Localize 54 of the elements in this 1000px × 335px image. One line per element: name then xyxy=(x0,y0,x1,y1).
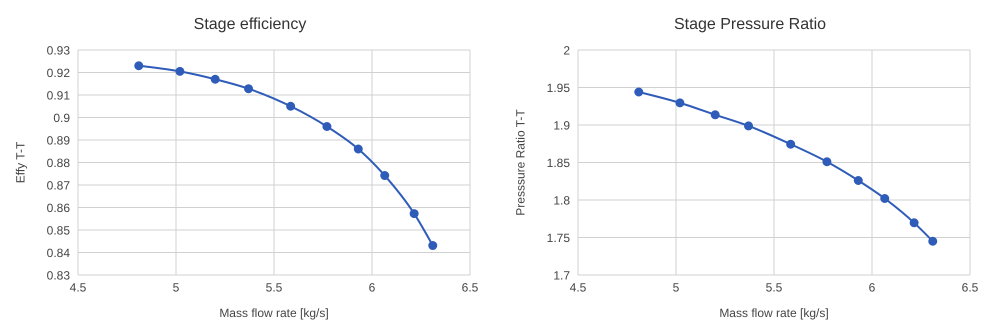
x-tick-label: 6 xyxy=(368,280,376,295)
y-tick-label: 0.92 xyxy=(46,66,70,80)
point xyxy=(134,61,144,70)
y-tick-label: 0.9 xyxy=(53,110,70,125)
x-axis-title: Mass flow rate [kg/s] xyxy=(719,306,829,320)
y-tick-label: 0.87 xyxy=(46,178,70,192)
y-tick-label: 0.93 xyxy=(46,43,70,58)
y-tick-label: 1.8 xyxy=(553,193,570,208)
y-tick-label: 2 xyxy=(563,43,570,58)
x-tick-label: 5 xyxy=(672,280,680,295)
point xyxy=(744,121,754,130)
x-tick-label: 6 xyxy=(868,280,876,295)
x-tick-label: 6.5 xyxy=(462,280,479,295)
y-tick-label: 0.85 xyxy=(46,223,70,238)
y-tick-label: 0.84 xyxy=(46,246,70,260)
y-tick-label: 1.75 xyxy=(546,230,570,245)
point xyxy=(286,102,296,111)
point xyxy=(910,218,919,228)
x-tick-label: 5 xyxy=(172,280,180,295)
point xyxy=(322,122,332,131)
point xyxy=(410,209,419,218)
point xyxy=(380,171,390,180)
point xyxy=(634,88,644,96)
chart-title: Stage efficiency xyxy=(192,15,308,35)
x-tick-label: 5.5 xyxy=(266,280,283,295)
chart-title: Stage Pressure Ratio xyxy=(672,15,828,35)
y-tick-label: 1.85 xyxy=(546,156,570,170)
point xyxy=(928,236,938,246)
x-tick-label: 4.5 xyxy=(70,280,87,295)
point xyxy=(786,140,796,149)
x-tick-label: 4.5 xyxy=(570,280,587,295)
y-axis-title: Effy T-T xyxy=(13,141,28,184)
point xyxy=(354,144,363,154)
point xyxy=(880,194,890,203)
x-tick-label: 6.5 xyxy=(962,280,979,295)
y-tick-label: 1.9 xyxy=(553,118,570,132)
point xyxy=(175,66,184,76)
y-tick-label: 0.89 xyxy=(46,133,70,148)
y-tick-label: 0.91 xyxy=(46,88,70,102)
point xyxy=(244,84,254,94)
point xyxy=(710,110,720,120)
point xyxy=(210,74,220,84)
x-tick-label: 5.5 xyxy=(766,280,783,295)
y-tick-label: 0.83 xyxy=(46,268,70,282)
point xyxy=(675,98,684,108)
y-tick-label: 1.7 xyxy=(553,268,570,282)
point xyxy=(428,241,438,250)
point xyxy=(854,176,863,185)
y-tick-label: 0.88 xyxy=(46,156,70,170)
x-axis-title: Mass flow rate [kg/s] xyxy=(219,306,329,320)
point xyxy=(822,157,832,166)
y-tick-label: 1.95 xyxy=(546,80,570,95)
y-axis-title: Presssure Ratio T-T xyxy=(513,108,528,216)
y-tick-label: 0.86 xyxy=(46,200,70,215)
